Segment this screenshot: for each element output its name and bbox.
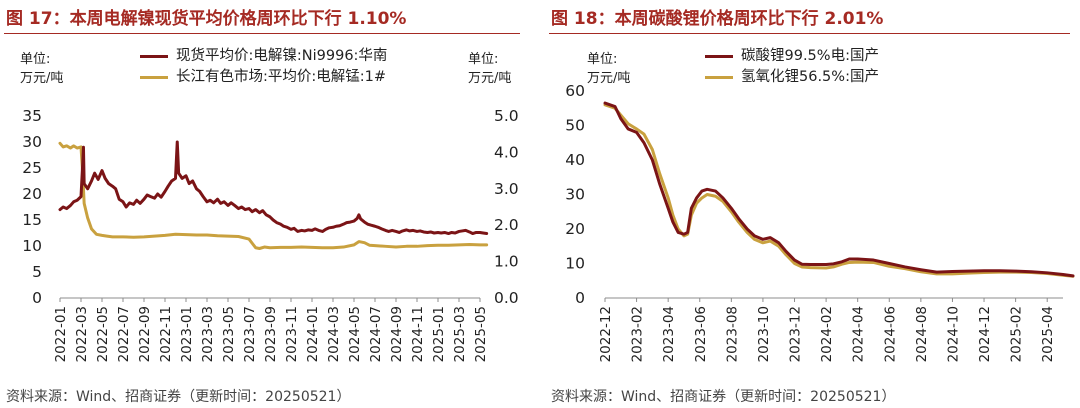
x-tick-label: 2022-12 — [598, 306, 614, 362]
x-tick-label: 2024-08 — [914, 306, 930, 362]
x-tick-label: 2025-01 — [431, 306, 447, 362]
x-tick-label: 2024-04 — [851, 306, 867, 362]
x-tick-label: 2025-04 — [1040, 306, 1056, 362]
unit-label-line2: 万元/吨 — [20, 71, 64, 86]
series-line — [603, 103, 1075, 278]
x-tick-label: 2024-02 — [819, 306, 835, 362]
chart-title: 图 18：本周碳酸锂价格周环比下行 2.01% — [551, 9, 884, 29]
legend-label: 长江有色市场:平均价:电解锰:1# — [176, 69, 387, 85]
y-left-tick-label: 5 — [32, 263, 42, 281]
y-left-tick-label: 30 — [565, 186, 585, 204]
left-axis-unit: 单位: 万元/吨 — [587, 50, 630, 88]
y-left-tick-label: 30 — [22, 133, 42, 151]
legend-label: 现货平均价:电解镍:Ni9996:华南 — [176, 48, 388, 64]
y-right-tick-label: 1.0 — [494, 253, 519, 271]
y-left-tick-label: 35 — [22, 107, 42, 125]
x-tick-label: 2025-03 — [452, 306, 468, 362]
y-left-tick-label: 25 — [22, 159, 42, 177]
x-tick-label: 2024-11 — [410, 306, 426, 362]
x-tick-label: 2023-12 — [788, 306, 804, 362]
x-tick-label: 2022-11 — [158, 306, 174, 362]
y-left-tick-label: 20 — [565, 220, 585, 238]
x-tick-label: 2023-07 — [242, 306, 258, 362]
y-left-tick-label: 10 — [565, 255, 585, 273]
x-tick-label: 2024-05 — [347, 306, 363, 362]
legend-label: 氢氧化锂56.5%:国产 — [741, 69, 879, 85]
legend-item: 碳酸锂99.5%电:国产 — [705, 46, 879, 67]
y-left-tick-label: 0 — [575, 289, 585, 307]
x-tick-label: 2024-03 — [326, 306, 342, 362]
unit-label-line2: 万元/吨 — [468, 71, 512, 86]
nickel-manganese-line-chart: 0 5 10 15 20 25 30 35 0.0 1.0 2.0 3.0 4.0 5.0 2022-01 2… — [22, 107, 519, 362]
x-tick-label: 2024-09 — [389, 306, 405, 362]
legend-label: 碳酸锂99.5%电:国产 — [741, 48, 879, 64]
legend-item: 长江有色市场:平均价:电解锰:1# — [140, 67, 387, 88]
chart-panel-nickel: 图 17：本周电解镍现货平均价格周环比下行 1.10% 单位: 万元/吨 单位:… — [0, 0, 530, 408]
x-tick-label: 2023-10 — [756, 306, 772, 362]
series-line — [603, 101, 1075, 278]
left-axis-unit: 单位: 万元/吨 — [20, 50, 63, 88]
x-tick-label: 2022-01 — [53, 306, 69, 362]
x-tick-label: 2024-07 — [368, 306, 384, 362]
chart-legend: 碳酸锂99.5%电:国产 氢氧化锂56.5%:国产 — [705, 46, 879, 88]
x-tick-label: 2024-10 — [945, 306, 961, 362]
legend-swatch — [705, 75, 733, 80]
series-line — [58, 140, 489, 236]
legend-item: 现货平均价:电解镍:Ni9996:华南 — [140, 46, 387, 67]
x-tick-label: 2023-08 — [724, 306, 740, 362]
y-right-tick-label: 2.0 — [494, 216, 519, 234]
y-right-tick-label: 5.0 — [494, 107, 519, 125]
series-line — [58, 141, 489, 250]
x-tick-label: 2022-03 — [74, 306, 90, 362]
unit-label-line1: 单位: — [20, 52, 51, 67]
x-tick-label: 2025-02 — [1009, 306, 1025, 362]
x-tick-label: 2023-06 — [693, 306, 709, 362]
chart-legend: 现货平均价:电解镍:Ni9996:华南 长江有色市场:平均价:电解锰:1# — [140, 46, 387, 88]
unit-label-line1: 单位: — [587, 52, 618, 67]
unit-label-line1: 单位: — [468, 52, 499, 67]
x-tick-label: 2024-12 — [977, 306, 993, 362]
x-tick-label: 2023-04 — [661, 306, 677, 362]
chart-source: 资料来源：Wind、招商证券（更新时间：20250521） — [6, 389, 351, 405]
y-left-tick-label: 40 — [565, 151, 585, 169]
x-tick-label: 2022-07 — [116, 306, 132, 362]
title-divider — [549, 33, 1070, 34]
y-left-tick-label: 0 — [32, 289, 42, 307]
x-tick-label: 2023-11 — [284, 306, 300, 362]
x-tick-label: 2022-09 — [137, 306, 153, 362]
lithium-price-line-chart: 0 10 20 30 40 50 60 2022-12 2023-02 2023-04 2023-0… — [565, 82, 1075, 362]
legend-swatch — [140, 54, 168, 59]
y-right-tick-label: 0.0 — [494, 289, 519, 307]
chart-source: 资料来源：Wind、招商证券（更新时间：20250521） — [551, 389, 896, 405]
y-left-tick-label: 60 — [565, 82, 585, 100]
y-left-tick-label: 20 — [22, 185, 42, 203]
y-left-tick-label: 10 — [22, 237, 42, 255]
chart-panel-lithium: 图 18：本周碳酸锂价格周环比下行 2.01% 单位: 万元/吨 碳酸锂99.5… — [545, 0, 1080, 408]
x-tick-label: 2024-06 — [882, 306, 898, 362]
x-tick-label: 2023-01 — [179, 306, 195, 362]
y-right-tick-label: 4.0 — [494, 143, 519, 161]
y-right-tick-label: 3.0 — [494, 180, 519, 198]
unit-label-line2: 万元/吨 — [587, 71, 631, 86]
x-tick-label: 2024-01 — [305, 306, 321, 362]
legend-item: 氢氧化锂56.5%:国产 — [705, 67, 879, 88]
right-axis-unit: 单位: 万元/吨 — [468, 50, 511, 88]
x-tick-label: 2025-05 — [473, 306, 489, 362]
x-tick-label: 2023-09 — [263, 306, 279, 362]
y-left-tick-label: 50 — [565, 117, 585, 135]
x-tick-label: 2023-03 — [200, 306, 216, 362]
chart-title: 图 17：本周电解镍现货平均价格周环比下行 1.10% — [6, 9, 407, 29]
x-tick-label: 2023-02 — [630, 306, 646, 362]
legend-swatch — [705, 54, 733, 59]
y-left-tick-label: 15 — [22, 211, 42, 229]
x-tick-label: 2022-05 — [95, 306, 111, 362]
x-tick-label: 2023-05 — [221, 306, 237, 362]
title-divider — [4, 33, 520, 34]
legend-swatch — [140, 75, 168, 80]
